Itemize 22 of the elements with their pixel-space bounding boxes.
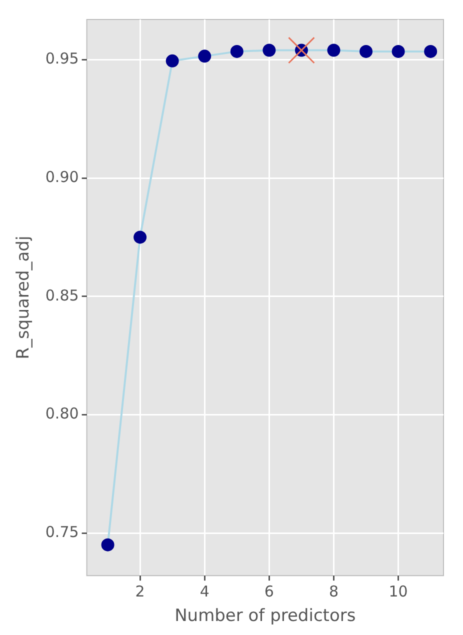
y-tick-label: 0.75: [45, 522, 79, 541]
y-axis-title: R_squared_adj: [14, 236, 34, 360]
x-tick-label: 6: [264, 582, 274, 600]
point: [327, 44, 340, 57]
x-tick-label: 2: [135, 582, 145, 600]
point: [262, 44, 276, 57]
y-tick-label: 0.90: [45, 168, 79, 186]
x-tick-label: 4: [200, 582, 210, 600]
y-tick-label: 0.95: [45, 50, 79, 68]
point: [198, 50, 212, 63]
point: [424, 44, 438, 58]
x-tick-label: 10: [388, 582, 408, 600]
y-tick-label: 0.80: [45, 404, 79, 423]
y-tick-label: 0.85: [45, 286, 79, 304]
point: [134, 230, 147, 244]
point: [392, 44, 405, 58]
point: [101, 538, 114, 552]
x-axis-title: Number of predictors: [174, 606, 356, 626]
point: [230, 44, 244, 58]
point: [360, 44, 373, 58]
point: [166, 54, 179, 68]
x-tick-label: 8: [328, 582, 339, 600]
